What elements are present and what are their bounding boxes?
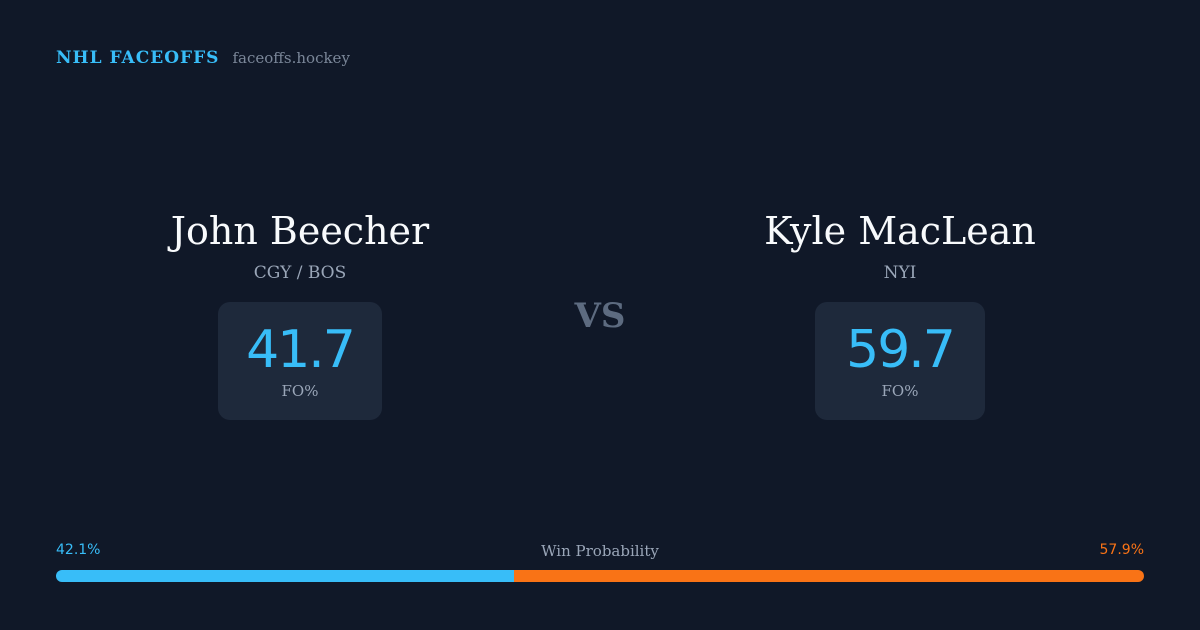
win-probability-title: Win Probability (541, 542, 659, 560)
player-right: Kyle MacLean NYI (690, 206, 1110, 284)
win-probability-right: 57.9% (1099, 542, 1144, 558)
player-left-team: CGY / BOS (253, 263, 347, 283)
vs-label: VS (574, 296, 626, 336)
win-probability-labels: 42.1% Win Probability 57.9% (56, 542, 1144, 562)
win-probability-left: 42.1% (56, 542, 101, 558)
player-right-stat-card: 59.7 FO% (815, 302, 985, 420)
player-right-name: Kyle MacLean (764, 209, 1036, 253)
brand-header: NHL FACEOFFS faceoffs.hockey (56, 48, 350, 74)
player-left-fo-label: FO% (281, 382, 319, 400)
win-probability-bar-right (514, 570, 1144, 582)
player-right-team: NYI (883, 263, 917, 283)
player-right-fo-value: 59.7 (846, 320, 956, 380)
win-probability-bar (56, 570, 1144, 582)
player-left: John Beecher CGY / BOS (90, 206, 510, 284)
brand-name: NHL FACEOFFS (56, 48, 220, 68)
player-left-fo-value: 41.7 (246, 320, 356, 380)
player-left-name: John Beecher (170, 209, 430, 253)
player-right-fo-label: FO% (881, 382, 919, 400)
player-left-stat-card: 41.7 FO% (218, 302, 382, 420)
win-probability-bar-left (56, 570, 515, 582)
brand-site: faceoffs.hockey (232, 49, 350, 67)
